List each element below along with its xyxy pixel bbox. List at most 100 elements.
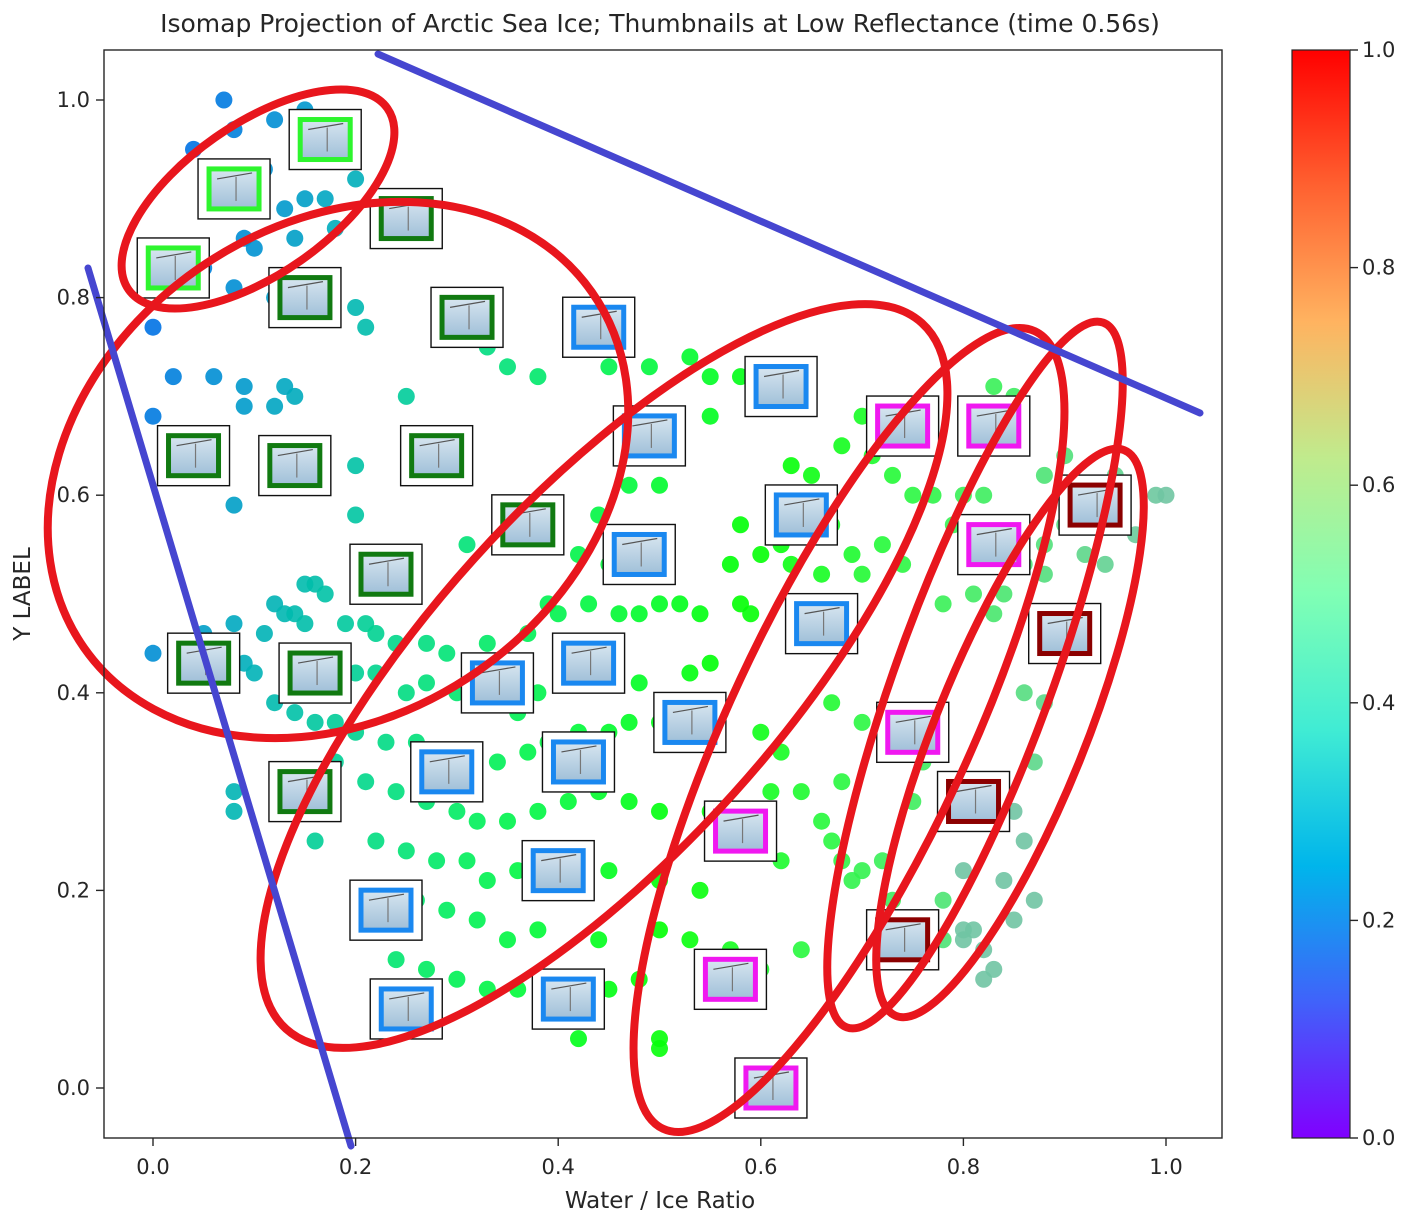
data-point [701, 407, 719, 425]
y-axis-label: Y LABEL [10, 547, 36, 642]
data-point [499, 812, 516, 830]
x-tick-label: 0.0 [136, 1155, 169, 1179]
data-point [225, 783, 243, 801]
data-point [499, 931, 516, 949]
data-point [701, 368, 719, 386]
data-point [367, 625, 385, 642]
y-tick-label: 0.4 [57, 681, 90, 705]
data-point [823, 832, 841, 850]
data-point [833, 773, 851, 791]
data-point [418, 634, 435, 652]
data-point [357, 773, 375, 791]
data-point [397, 684, 415, 702]
data-point [519, 743, 537, 761]
data-point [529, 921, 547, 939]
data-point [965, 585, 982, 603]
data-point [843, 546, 861, 563]
thumbnail [1058, 474, 1132, 536]
thumbnail [197, 158, 271, 220]
data-point [296, 615, 314, 633]
data-point [813, 565, 831, 583]
data-point [853, 713, 871, 731]
data-point [286, 704, 304, 722]
y-tick-label: 1.0 [57, 88, 90, 112]
colorbar-axis: 0.0 0.2 0.4 0.6 0.8 1.0 [1350, 38, 1395, 1150]
data-point [438, 644, 456, 662]
data-point [975, 486, 993, 504]
data-point [681, 348, 699, 366]
annotation-line [374, 50, 1204, 417]
x-tick-label: 0.8 [947, 1155, 980, 1179]
colorbar-tick-label: 0.6 [1362, 473, 1395, 497]
data-point [671, 595, 689, 613]
thumbnail [764, 484, 839, 546]
data-point [954, 862, 972, 880]
data-point [570, 1030, 587, 1048]
data-point [1096, 555, 1114, 573]
y-tick-label: 0.0 [57, 1076, 90, 1100]
data-point [985, 378, 1003, 395]
data-point [418, 960, 435, 978]
data-point [266, 111, 284, 129]
data-point [1015, 832, 1033, 850]
data-point [448, 970, 466, 988]
data-point [235, 397, 253, 415]
data-point [245, 239, 263, 257]
data-point [803, 466, 820, 484]
thumbnail [693, 948, 768, 1011]
data-point [357, 318, 375, 336]
data-point [286, 387, 304, 405]
y-axis: 0.0 0.2 0.4 0.6 0.8 1.0 [57, 88, 104, 1100]
x-tick-label: 0.2 [339, 1155, 372, 1179]
data-point [651, 802, 668, 820]
data-point [397, 842, 415, 860]
data-point [681, 931, 699, 949]
data-point [732, 516, 749, 534]
data-point [590, 931, 608, 949]
data-point [438, 901, 456, 919]
data-point [620, 476, 638, 494]
data-point [306, 713, 324, 731]
data-point [478, 634, 496, 652]
data-point [610, 605, 628, 623]
thumbnail [268, 760, 342, 823]
thumbnail [258, 434, 332, 497]
data-point [1015, 684, 1033, 702]
colorbar [1291, 49, 1351, 1139]
data-point [823, 694, 841, 712]
annotation-line [84, 264, 355, 1150]
data-point [995, 872, 1013, 889]
data-point [1157, 486, 1175, 504]
data-point [418, 674, 435, 692]
data-point [347, 506, 365, 524]
data-point [792, 941, 810, 959]
data-point [651, 595, 668, 613]
data-point [995, 585, 1013, 603]
data-point [255, 625, 273, 642]
data-point [721, 555, 739, 573]
data-point [488, 753, 506, 771]
thumbnail [460, 652, 535, 714]
data-point [529, 802, 547, 820]
data-point [884, 466, 901, 484]
data-point [600, 862, 618, 880]
colorbar-tick-label: 0.8 [1362, 256, 1395, 280]
data-point [580, 595, 598, 613]
data-point [347, 457, 365, 475]
thumbnail [602, 523, 676, 586]
data-point [397, 387, 415, 405]
data-point [651, 1040, 668, 1057]
data-point [1076, 546, 1094, 563]
data-point [337, 615, 354, 633]
annotation-ellipse [117, 85, 399, 313]
y-tick-label: 0.8 [57, 286, 90, 310]
data-point [306, 832, 324, 850]
data-point [428, 852, 446, 870]
data-point [367, 832, 385, 850]
thumbnail [744, 355, 818, 418]
data-point [833, 437, 851, 455]
data-point [742, 605, 760, 623]
data-point [934, 891, 952, 909]
data-point [630, 605, 648, 623]
x-tick-label: 0.6 [744, 1155, 777, 1179]
